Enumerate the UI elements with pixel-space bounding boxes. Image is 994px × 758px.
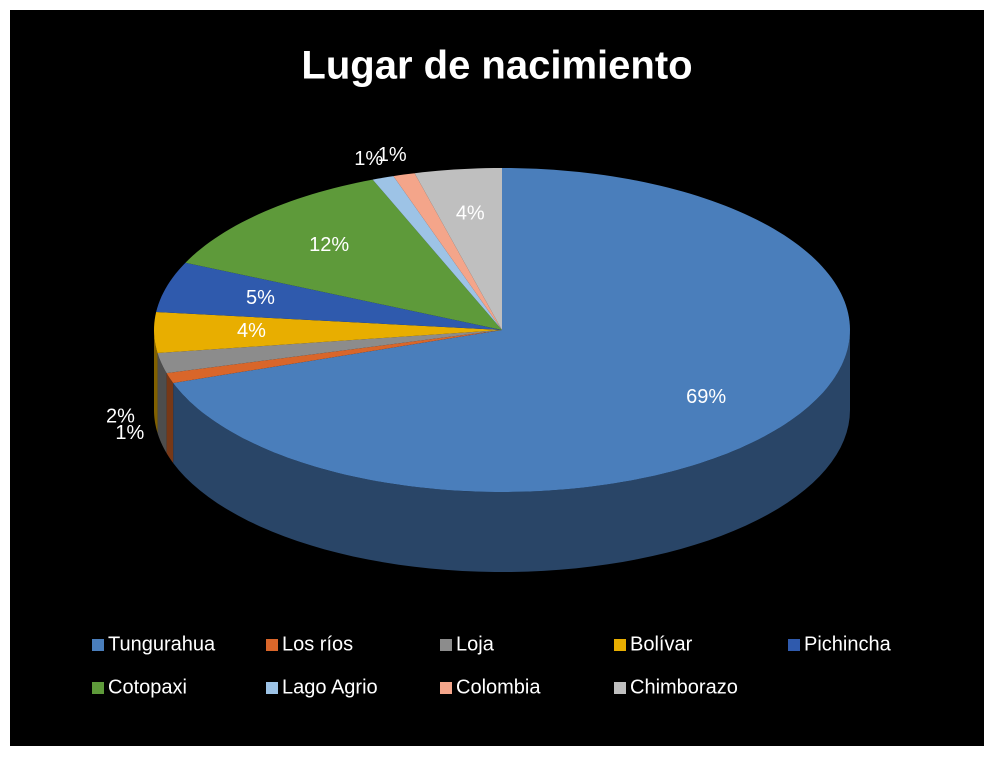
legend-label: Lago Agrio [282, 676, 378, 698]
pie-side [154, 330, 158, 434]
data-label: 1% [378, 144, 407, 166]
legend-label: Cotopaxi [108, 676, 187, 698]
legend-swatch [92, 682, 104, 694]
pie-slice [414, 168, 502, 330]
data-label: 4% [237, 320, 266, 342]
pie-slice [156, 262, 502, 330]
legend-label: Tungurahua [108, 633, 216, 655]
legend-label: Pichincha [804, 633, 892, 655]
pie-slice [157, 330, 502, 374]
pie-slice [393, 173, 502, 330]
legend-swatch [788, 639, 800, 651]
data-label: 5% [246, 287, 275, 309]
pie-side [166, 373, 174, 463]
legend-swatch [614, 639, 626, 651]
data-label: 12% [309, 234, 349, 256]
legend-label: Loja [456, 633, 495, 655]
pie-slice [372, 176, 502, 330]
pie-slice [154, 312, 502, 354]
legend-swatch [266, 639, 278, 651]
legend-swatch [440, 682, 452, 694]
legend-label: Colombia [456, 676, 541, 698]
pie-slice [166, 330, 502, 383]
data-label: 69% [686, 386, 726, 408]
pie-slice [185, 179, 502, 330]
legend-label: Bolívar [630, 633, 693, 655]
pie-side [157, 353, 167, 454]
legend-swatch [440, 639, 452, 651]
data-label: 1% [115, 422, 144, 444]
legend-swatch [614, 682, 626, 694]
pie-slice [173, 168, 850, 492]
legend-label: Chimborazo [630, 676, 738, 698]
pie-side [173, 330, 850, 572]
legend-label: Los ríos [282, 633, 353, 655]
legend-swatch [92, 639, 104, 651]
data-label: 4% [456, 203, 485, 225]
chart-title: Lugar de nacimiento [301, 44, 692, 88]
data-label: 2% [106, 405, 135, 427]
data-label: 1% [354, 148, 383, 170]
legend-swatch [266, 682, 278, 694]
